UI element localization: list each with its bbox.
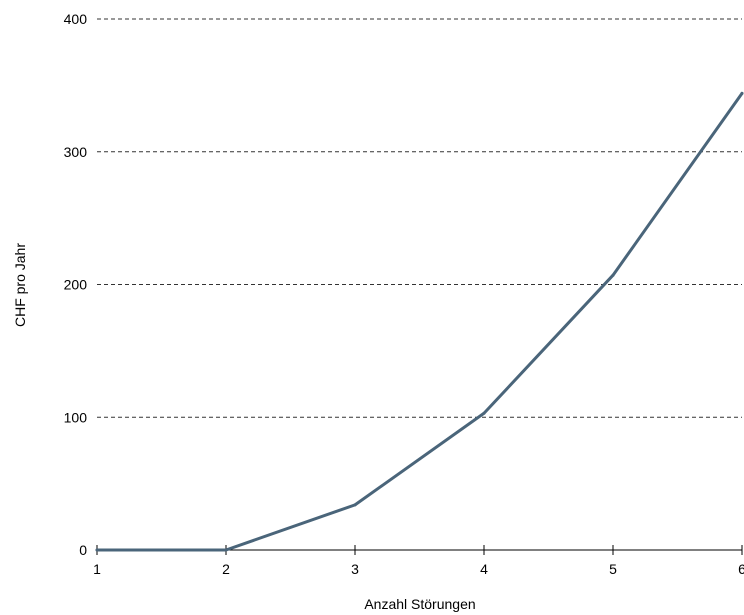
y-tick-label-100: 100: [64, 409, 88, 425]
x-axis-tick-labels: 1 2 3 4 5 6: [93, 561, 744, 577]
x-axis-label: Anzahl Störungen: [364, 596, 475, 612]
series-layer: [95, 91, 744, 552]
x-tick-label-4: 4: [480, 561, 488, 577]
gridlines: [97, 18, 742, 551]
x-tick-label-1: 1: [93, 561, 101, 577]
data-point-5: [611, 273, 615, 277]
y-axis-label: CHF pro Jahr: [12, 243, 28, 327]
y-tick-label-300: 300: [64, 144, 88, 160]
x-tick-label-2: 2: [222, 561, 230, 577]
y-tick-label-400: 400: [64, 11, 88, 27]
x-tick-label-6: 6: [738, 561, 744, 577]
data-point-1: [95, 548, 99, 552]
x-tick-label-3: 3: [351, 561, 359, 577]
data-point-4: [482, 411, 486, 415]
y-axis-tick-labels: 0 100 200 300 400: [64, 11, 88, 558]
data-point-6: [740, 91, 744, 95]
data-point-3: [353, 503, 357, 507]
y-tick-label-200: 200: [64, 277, 88, 293]
x-tick-label-5: 5: [609, 561, 617, 577]
y-tick-label-0: 0: [79, 542, 87, 558]
data-point-2: [224, 548, 228, 552]
series-line-0: [95, 91, 744, 552]
